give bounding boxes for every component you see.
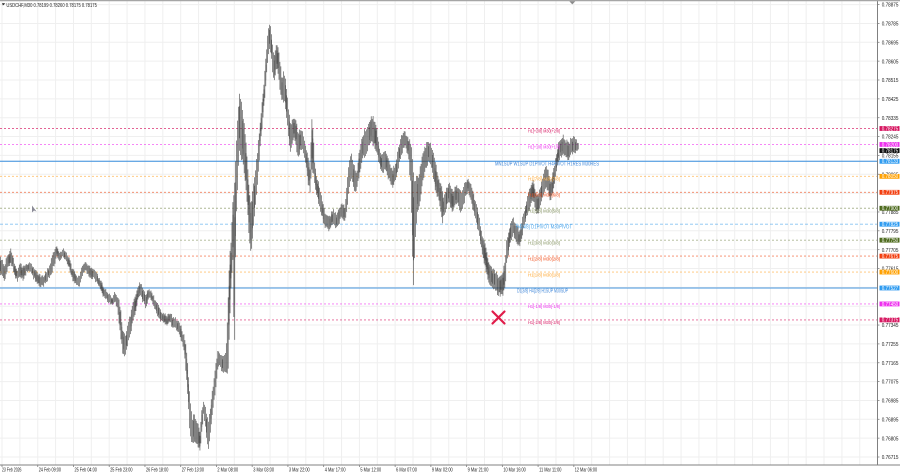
svg-text:10 Mar 16:00: 10 Mar 16:00: [503, 468, 525, 474]
svg-text:0.77450: 0.77450: [882, 302, 899, 308]
svg-text:9 Mar 02:00: 9 Mar 02:00: [432, 468, 453, 474]
svg-text:0.78245: 0.78245: [882, 135, 899, 141]
svg-text:0.78050: 0.78050: [882, 174, 899, 180]
svg-text:0.76805: 0.76805: [882, 436, 899, 442]
svg-text:25 Feb 23:00: 25 Feb 23:00: [110, 468, 132, 474]
svg-text:0.78695: 0.78695: [882, 40, 899, 46]
svg-text:0.76715: 0.76715: [882, 455, 899, 461]
svg-text:H4[4/8] D1PIVOT M30PIVOT: H4[4/8] D1PIVOT M30PIVOT: [516, 224, 572, 230]
svg-text:4 Mar 17:00: 4 Mar 17:00: [325, 468, 346, 474]
svg-text:0.78605: 0.78605: [882, 59, 899, 65]
svg-text:0.76985: 0.76985: [882, 399, 899, 405]
svg-text:H1[6/8] M30[6/8]: H1[6/8] M30[6/8]: [528, 193, 560, 198]
svg-text:H1[7/8] M30[7/8]: H1[7/8] M30[7/8]: [528, 177, 560, 182]
svg-text:0.77825: 0.77825: [882, 222, 899, 228]
svg-text:0.77975: 0.77975: [882, 190, 899, 196]
svg-text:USDCHF,M30 0.78199 0.78260 0.: USDCHF,M30 0.78199 0.78260 0.78175 0.781…: [6, 3, 97, 9]
svg-text:0.77527: 0.77527: [882, 286, 899, 292]
svg-text:6 Mar 07:00: 6 Mar 07:00: [396, 468, 417, 474]
svg-text:0.77705: 0.77705: [882, 248, 899, 254]
svg-text:0.77675: 0.77675: [882, 254, 899, 260]
svg-text:11 Mar 11:00: 11 Mar 11:00: [539, 468, 561, 474]
svg-text:0.78275: 0.78275: [882, 126, 899, 132]
svg-text:0.78875: 0.78875: [882, 3, 899, 9]
svg-text:0.77345: 0.77345: [882, 323, 899, 329]
svg-text:0.77600: 0.77600: [882, 270, 899, 276]
svg-text:H1[3/8] M30[3/8]: H1[3/8] M30[3/8]: [528, 240, 560, 245]
svg-text:0.78515: 0.78515: [882, 78, 899, 84]
svg-text:23 Feb 2026: 23 Feb 2026: [2, 468, 22, 474]
svg-text:12 Mar 06:00: 12 Mar 06:00: [575, 468, 597, 474]
svg-text:MN1SUP W1SUP D1PIVOT H4PIVOT H: MN1SUP W1SUP D1PIVOT H4PIVOT H1RES M30RE…: [495, 162, 600, 168]
svg-text:27 Feb 13:00: 27 Feb 13:00: [182, 468, 204, 474]
svg-text:3 Mar 22:00: 3 Mar 22:00: [289, 468, 310, 474]
svg-text:H1[5/8] M30[5/8]: H1[5/8] M30[5/8]: [528, 208, 560, 213]
svg-text:H1[+1/8] M30[+1/8]: H1[+1/8] M30[+1/8]: [528, 145, 560, 150]
svg-text:26 Feb 18:00: 26 Feb 18:00: [146, 468, 168, 474]
svg-text:24 Feb 09:00: 24 Feb 09:00: [39, 468, 61, 474]
svg-text:0.77075: 0.77075: [882, 380, 899, 386]
svg-text:0.78175: 0.78175: [882, 148, 899, 154]
svg-text:0.77795: 0.77795: [882, 229, 899, 235]
svg-text:0.77375: 0.77375: [882, 318, 899, 324]
svg-text:25 Feb 04:00: 25 Feb 04:00: [75, 468, 97, 474]
svg-text:0.77900: 0.77900: [882, 206, 899, 212]
svg-text:0.77165: 0.77165: [882, 361, 899, 367]
svg-text:0.77750: 0.77750: [882, 238, 899, 244]
svg-text:0.78335: 0.78335: [882, 116, 899, 122]
svg-text:0.78785: 0.78785: [882, 22, 899, 28]
svg-text:5 Mar 12:00: 5 Mar 12:00: [360, 468, 381, 474]
svg-text:0.78133: 0.78133: [882, 159, 899, 165]
svg-text:H1[1/8] M30[1/8]: H1[1/8] M30[1/8]: [528, 272, 560, 277]
svg-text:0.77255: 0.77255: [882, 342, 899, 348]
svg-text:H1[-1/8] M30[-1/8]: H1[-1/8] M30[-1/8]: [528, 304, 560, 309]
svg-text:0.78200: 0.78200: [882, 142, 899, 148]
svg-text:9 Mar 21:00: 9 Mar 21:00: [468, 468, 489, 474]
svg-text:2 Mar 08:00: 2 Mar 08:00: [217, 468, 238, 474]
svg-text:0.77885: 0.77885: [882, 210, 899, 216]
svg-text:0.78425: 0.78425: [882, 97, 899, 103]
svg-text:0.77615: 0.77615: [882, 267, 899, 273]
svg-text:0.76895: 0.76895: [882, 417, 899, 423]
svg-text:D1[3/8] H4[2/8] H1SUP M30SUP: D1[3/8] H4[2/8] H1SUP M30SUP: [517, 288, 568, 294]
svg-text:H1[+2/8] M30[+2/8]: H1[+2/8] M30[+2/8]: [528, 129, 560, 134]
svg-text:H1[2/8] M30[2/8]: H1[2/8] M30[2/8]: [528, 256, 560, 261]
svg-text:H1[-2/8] M30[-2/8]: H1[-2/8] M30[-2/8]: [528, 320, 560, 325]
svg-text:0.78155: 0.78155: [882, 154, 899, 160]
svg-text:3 Mar 03:00: 3 Mar 03:00: [253, 468, 274, 474]
